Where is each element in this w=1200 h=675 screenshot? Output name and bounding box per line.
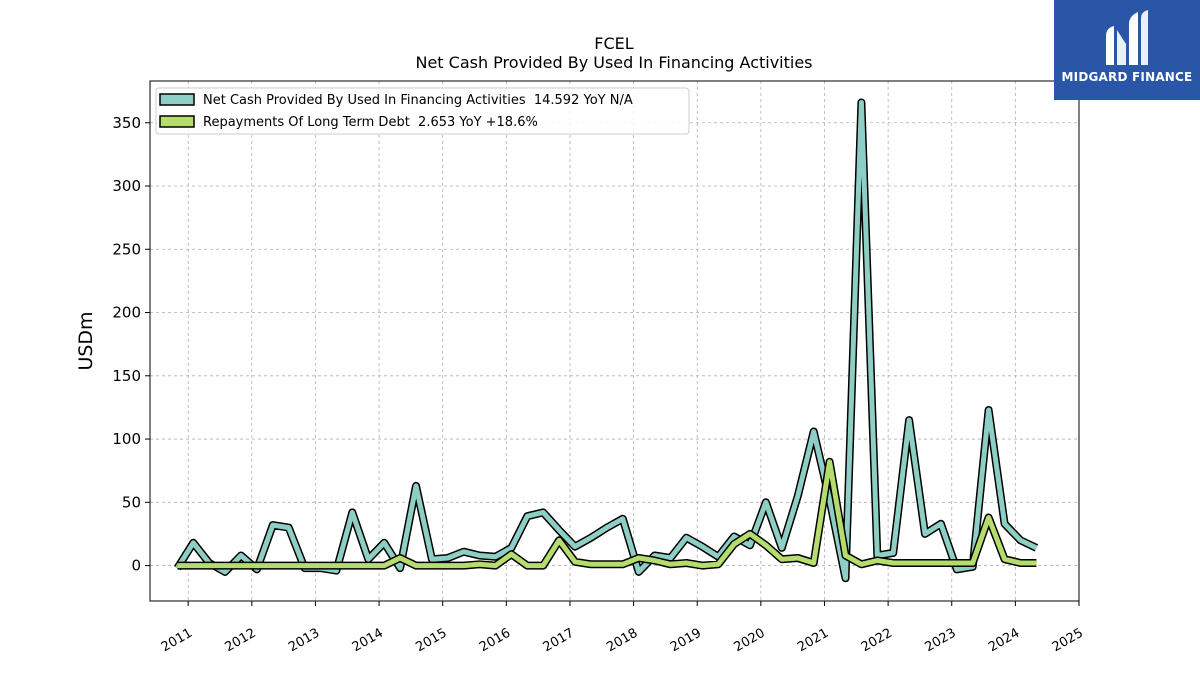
y-tick-label: 200 xyxy=(112,304,141,322)
chart-subtitle: Net Cash Provided By Used In Financing A… xyxy=(415,53,812,72)
y-tick-label: 0 xyxy=(131,557,141,575)
y-axis-label: USDm xyxy=(75,311,97,370)
x-tick-label: 2012 xyxy=(223,626,259,656)
legend-label-1: Repayments Of Long Term Debt 2.653 YoY +… xyxy=(203,115,538,130)
legend-label-0: Net Cash Provided By Used In Financing A… xyxy=(203,93,633,108)
brand-name: MIDGARD FINANCE xyxy=(1061,70,1193,84)
series-layer xyxy=(174,98,1039,583)
series-0-outline xyxy=(174,98,1039,583)
x-tick-label: 2022 xyxy=(859,626,895,656)
x-tick-label: 2011 xyxy=(159,626,195,656)
legend: Net Cash Provided By Used In Financing A… xyxy=(155,87,690,135)
series-1-line xyxy=(177,459,1037,569)
x-tick-label: 2020 xyxy=(732,626,768,656)
x-tick-label: 2013 xyxy=(286,626,322,656)
series-1-outline xyxy=(177,457,1037,570)
x-tick-label: 2021 xyxy=(795,626,831,656)
y-tick-label: 100 xyxy=(112,430,141,448)
x-tick-label: 2019 xyxy=(668,626,704,656)
x-tick-label: 2023 xyxy=(922,626,958,656)
x-tick-label: 2016 xyxy=(477,626,513,656)
y-axis: 0 50 100 150 200 250 300 350 xyxy=(112,114,150,575)
x-tick-label: 2015 xyxy=(413,626,449,656)
x-tick-label: 2017 xyxy=(541,626,577,656)
series-0-line xyxy=(175,100,1038,581)
grid xyxy=(150,81,1080,601)
y-tick-label: 150 xyxy=(112,367,141,385)
y-tick-label: 50 xyxy=(122,493,141,511)
chart-title: FCEL xyxy=(594,34,633,53)
legend-swatch-0 xyxy=(159,93,195,106)
brand-logo: MIDGARD FINANCE xyxy=(1054,0,1200,100)
plot-frame xyxy=(149,80,1080,602)
x-tick-label: 2025 xyxy=(1050,626,1086,656)
y-tick-label: 300 xyxy=(112,177,141,195)
y-tick-label: 250 xyxy=(112,240,141,258)
legend-swatch-1 xyxy=(159,115,195,128)
midgard-logo-icon xyxy=(1106,10,1148,65)
x-tick-label: 2018 xyxy=(604,626,640,656)
x-tick-label: 2014 xyxy=(350,626,386,656)
legend-box xyxy=(155,87,690,135)
y-tick-label: 350 xyxy=(112,114,141,132)
x-axis: 2011 2012 2013 2014 2015 2016 2017 2018 2019 2020… xyxy=(159,601,1086,655)
x-tick-label: 2024 xyxy=(986,626,1022,656)
